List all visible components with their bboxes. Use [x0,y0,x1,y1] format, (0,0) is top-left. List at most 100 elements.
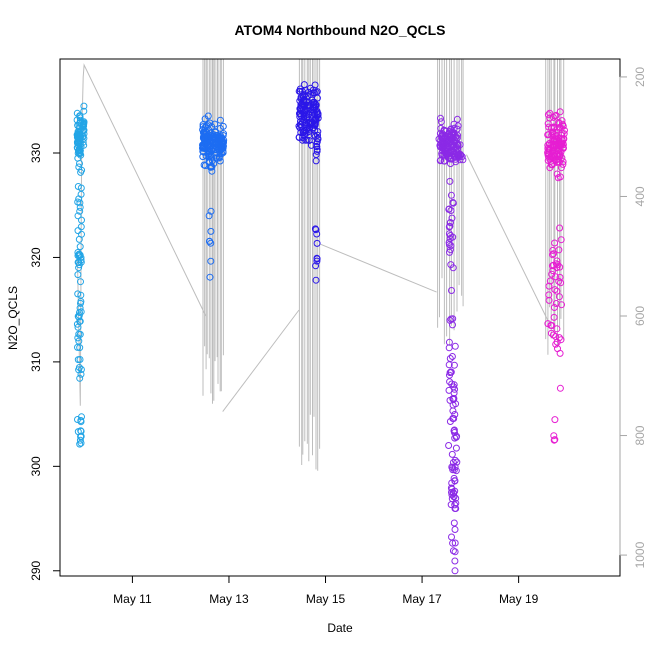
data-point [457,151,465,159]
data-point [456,141,464,149]
data-point [201,127,209,135]
data-point [216,157,224,165]
data-point [547,161,555,169]
pressure-transit [222,309,300,412]
data-point [207,257,215,265]
data-point [201,115,209,123]
data-point [295,134,303,141]
data-point [447,160,454,168]
data-point [453,115,461,123]
data-point [76,309,83,316]
data-point [559,122,567,130]
data-point [74,416,81,423]
data-point [309,106,317,114]
data-point [77,278,84,286]
data-point [77,291,85,299]
data-point [445,239,453,246]
data-point [75,337,83,345]
data-point [445,138,453,146]
data-point [76,356,84,363]
data-point [555,293,563,301]
data-point [217,135,225,143]
data-points [73,81,568,575]
data-point [209,135,216,142]
data-point [551,416,559,424]
data-point [451,567,459,575]
data-point [314,110,322,118]
data-point [211,120,219,128]
y-tick-label: 290 [29,560,43,580]
data-point [446,248,453,256]
data-point [548,262,556,270]
data-point [450,361,458,369]
data-point [441,133,449,141]
pressure-transit [76,63,207,406]
x-tick-label: May 13 [209,592,249,606]
data-point [448,214,456,222]
data-point [437,118,445,126]
data-point [453,125,461,133]
data-point [76,330,84,338]
data-point [80,102,88,110]
data-point [214,134,221,141]
data-point [546,114,554,122]
data-point [449,489,457,497]
data-point [550,436,558,444]
data-point [556,273,564,281]
data-point [305,120,313,128]
data-point [449,315,457,323]
data-point [302,107,309,115]
right-tick-label: 800 [633,425,647,445]
data-point [449,407,457,415]
data-point [449,415,457,422]
data-point [205,126,213,134]
data-point [75,311,83,319]
data-point [76,374,84,382]
data-point [452,433,460,441]
data-point [550,304,558,311]
chart-title: ATOM4 Northbound N2O_QCLS [234,22,445,38]
pressure-transit [466,154,550,323]
data-point [551,239,559,247]
data-point [313,230,321,238]
data-point [448,353,456,360]
data-point [450,395,458,402]
pressure-track [76,59,565,471]
data-point [558,117,566,125]
data-point [556,384,564,392]
data-point [79,122,87,130]
data-point [77,143,85,151]
data-point [80,107,88,115]
data-point [441,146,448,154]
data-point [450,427,458,435]
data-point [448,287,455,294]
data-point [207,151,215,159]
data-point [445,338,453,346]
data-point [448,463,456,471]
data-point [298,123,306,131]
data-point [449,199,457,206]
data-point [217,146,225,154]
y-tick-label: 320 [29,247,43,267]
data-point [451,505,459,512]
data-point [313,254,321,262]
right-tick-label: 1000 [633,541,647,568]
data-point [73,320,81,328]
data-point [77,366,85,373]
data-point [76,160,83,167]
data-point [446,396,454,404]
data-point [551,436,559,444]
data-point [546,146,554,154]
data-point [295,122,303,130]
data-point [556,224,564,232]
data-point [451,557,459,565]
data-point [448,533,455,541]
x-tick-label: May 11 [113,592,152,606]
data-point [545,123,553,131]
data-point [450,381,458,389]
secondary-y-axis: 200 400 600 800 1000 [619,67,647,568]
data-point [451,548,459,556]
data-point [553,264,561,272]
data-point [554,345,561,353]
